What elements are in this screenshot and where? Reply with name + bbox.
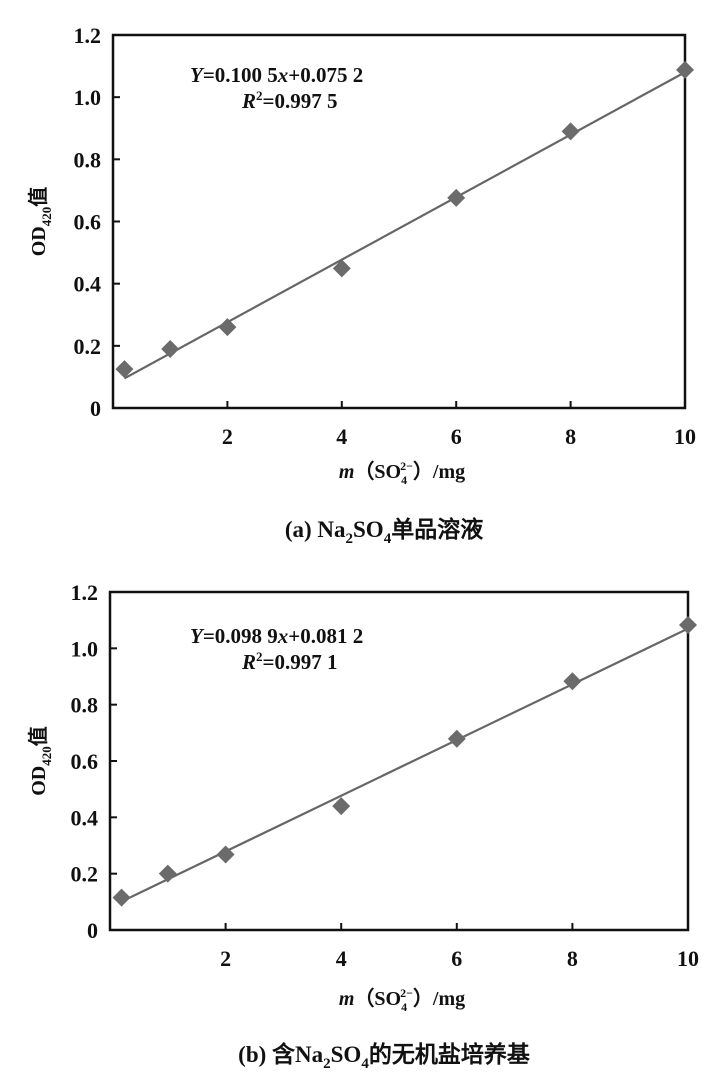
text-part: OD [28, 766, 50, 796]
text-part: （SO [354, 987, 401, 1010]
text-part: (a) Na [285, 517, 346, 542]
figure-caption: (b) 含Na2SO4的无机盐培养基 [238, 1041, 531, 1072]
x-tick-label: 10 [674, 424, 696, 449]
x-tick-label: 10 [677, 946, 699, 971]
x-tick-label: 8 [565, 424, 576, 449]
text-part: 2 [323, 1056, 331, 1072]
figure-caption: (a) Na2SO4单品溶液 [285, 516, 483, 547]
text-part: Y [190, 63, 205, 87]
data-point [563, 672, 582, 691]
data-point [679, 615, 697, 634]
y-tick-label: 0.2 [74, 334, 102, 359]
x-axis-label: m（SO42−）/mg [339, 986, 465, 1014]
text-part: （SO [354, 460, 401, 483]
text-part: +0.081 2 [288, 624, 363, 648]
y-tick-label: 0.6 [74, 210, 102, 235]
regression-equation: Y=0.098 9x+0.081 2 [190, 624, 363, 648]
x-tick-label: 2 [222, 424, 233, 449]
text-part: ）/mg [413, 460, 465, 483]
data-point [218, 318, 237, 337]
text-part: Y [190, 624, 205, 648]
text-part: =0.098 9 [203, 624, 278, 648]
x-tick-label: 2 [220, 946, 231, 971]
data-point [447, 729, 466, 748]
data-point [115, 360, 134, 379]
data-point [216, 845, 235, 864]
y-tick-label: 0.8 [74, 147, 102, 172]
text-part: 值 [26, 187, 50, 207]
text-part: m [339, 988, 355, 1010]
x-tick-label: 6 [451, 424, 462, 449]
chart-panel-a: 0 0.2 0.4 0.6 0.8 1.0 1.2 2 4 6 8 10 Y=0.100 5x+0.07… [26, 23, 696, 547]
text-part: ）/mg [413, 987, 465, 1010]
text-part: 4 [401, 473, 407, 487]
x-tick-label: 6 [451, 946, 462, 971]
text-part: 单品溶液 [391, 516, 483, 542]
y-tick-label: 0.6 [71, 749, 99, 774]
text-part: SO [353, 517, 384, 542]
text-part: 2 [256, 88, 263, 103]
text-part: 4 [384, 531, 392, 547]
text-part: 420 [39, 746, 54, 766]
x-tick-label: 8 [567, 946, 578, 971]
text-part: (b) 含Na [238, 1041, 323, 1067]
text-part: OD [28, 226, 50, 256]
y-tick-label: 1.0 [74, 85, 102, 110]
data-point [332, 797, 351, 816]
y-tick-label: 0.8 [71, 693, 99, 718]
data-point [676, 60, 694, 79]
text-part: 420 [39, 207, 54, 227]
text-part: 2 [346, 531, 354, 547]
regression-equation: Y=0.100 5x+0.075 2 [190, 63, 363, 87]
text-part: SO [331, 1042, 362, 1067]
x-tick-label: 4 [336, 946, 347, 971]
text-part: 的无机盐培养基 [369, 1041, 531, 1067]
y-tick-label: 0.4 [74, 272, 102, 297]
text-part: 2− [400, 459, 413, 473]
text-part: 4 [401, 1000, 407, 1014]
x-tick-label: 4 [336, 424, 347, 449]
text-part: x [277, 624, 289, 648]
text-part: =0.997 5 [263, 89, 338, 113]
data-point [161, 339, 180, 358]
data-point [447, 188, 466, 207]
plot-frame [111, 33, 687, 410]
trend-line [121, 627, 689, 903]
y-tick-label: 1.0 [71, 636, 99, 661]
y-tick-label: 0.2 [71, 862, 99, 887]
y-tick-label: 0 [90, 396, 101, 421]
y-tick-label: 1.2 [74, 23, 102, 48]
r-squared: R2=0.997 5 [241, 88, 337, 113]
data-point [561, 122, 580, 141]
y-tick-label: 0 [87, 918, 98, 943]
x-axis-label: m（SO42−）/mg [339, 459, 465, 487]
text-part: m [339, 461, 355, 483]
text-part: =0.100 5 [203, 63, 278, 87]
text-part: =0.997 1 [263, 650, 338, 674]
text-part: R [241, 89, 256, 113]
y-tick-label: 1.2 [71, 580, 99, 605]
y-tick-label: 0.4 [71, 805, 99, 830]
data-point [332, 259, 351, 278]
text-part: x [277, 63, 289, 87]
chart-panel-b: 0 0.2 0.4 0.6 0.8 1.0 1.2 2 4 6 8 10 Y=0.098 9x+0.08… [26, 580, 699, 1072]
text-part: +0.075 2 [288, 63, 363, 87]
text-part: 4 [361, 1056, 369, 1072]
y-axis-label: OD420值 [26, 726, 54, 796]
r-squared: R2=0.997 1 [241, 649, 337, 674]
text-part: 2 [256, 649, 263, 664]
data-point [158, 864, 177, 883]
y-axis-label: OD420值 [26, 187, 54, 257]
data-point [112, 888, 131, 907]
text-part: 2− [400, 986, 413, 1000]
trend-line [123, 71, 686, 380]
text-part: 值 [26, 726, 50, 746]
text-part: R [241, 650, 256, 674]
